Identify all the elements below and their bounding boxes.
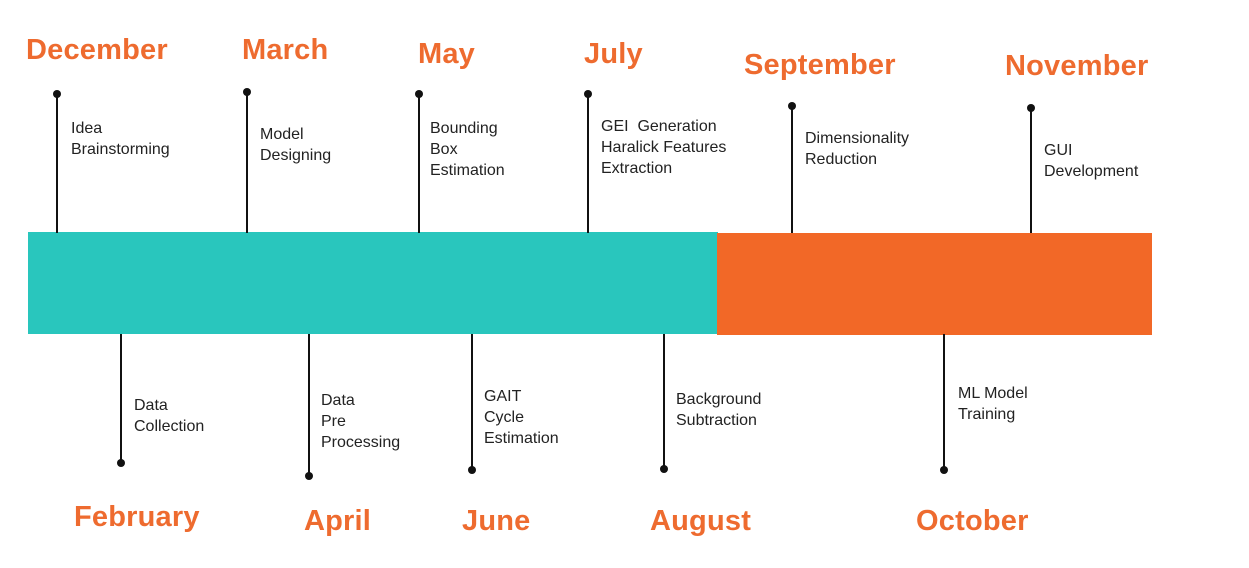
milestone-stem-august [663,334,665,469]
month-label-june: June [462,505,531,537]
milestone-dot-july [584,90,592,98]
milestone-description-august: Background Subtraction [676,389,761,431]
milestone-description-february: Data Collection [134,395,204,437]
milestone-dot-june [468,466,476,474]
milestone-stem-october [943,334,945,470]
milestone-description-september: Dimensionality Reduction [805,128,909,170]
description-line: GAIT [484,388,522,405]
month-label-november: November [1005,50,1149,82]
timeline-bar-remaining [717,233,1152,335]
milestone-description-december: Idea Brainstorming [71,118,170,160]
milestone-stem-february [120,334,122,463]
month-label-february: February [74,501,200,533]
milestone-stem-december [56,94,58,233]
milestone-description-november: GUI Development [1044,140,1138,182]
description-line: GEI Generation [601,118,717,135]
milestone-dot-december [53,90,61,98]
month-label-october: October [916,505,1029,537]
milestone-dot-may [415,90,423,98]
description-line: Model [260,126,304,143]
description-line: ML Model [958,385,1028,402]
milestone-stem-june [471,334,473,470]
description-line: Background [676,391,762,408]
milestone-stem-july [587,94,589,233]
milestone-description-june: GAIT Cycle Estimation [484,386,559,449]
milestone-description-april: Data Pre Processing [321,390,400,453]
milestone-stem-april [308,334,310,476]
milestone-description-october: ML Model Training [958,383,1028,425]
description-line: Idea [71,120,103,137]
description-line: Cycle [484,409,525,426]
description-line: Data [134,397,168,414]
description-line: Estimation [484,430,559,447]
month-label-april: April [304,505,372,537]
milestone-dot-march [243,88,251,96]
description-line: Brainstorming [71,141,170,158]
month-label-march: March [242,34,329,66]
month-label-may: May [418,38,476,70]
description-line: Designing [260,147,332,164]
month-label-december: December [26,34,168,66]
description-line: Bounding [430,120,498,137]
milestone-description-march: Model Designing [260,124,331,166]
description-line: Extraction [601,160,673,177]
description-line: GUI [1044,142,1073,159]
milestone-stem-november [1030,108,1032,233]
milestone-description-may: Bounding Box Estimation [430,118,505,181]
month-label-september: September [744,49,896,81]
timeline-bar-completed [28,232,718,334]
description-line: Haralick Features [601,139,727,156]
month-label-august: August [650,505,752,537]
milestone-stem-march [246,92,248,233]
description-line: Estimation [430,162,505,179]
description-line: Reduction [805,151,878,168]
milestone-dot-november [1027,104,1035,112]
description-line: Pre [321,413,346,430]
milestone-stem-september [791,106,793,233]
description-line: Collection [134,418,205,435]
description-line: Processing [321,434,401,451]
description-line: Box [430,141,458,158]
milestone-dot-february [117,459,125,467]
description-line: Data [321,392,355,409]
month-label-july: July [584,38,643,70]
description-line: Development [1044,163,1139,180]
milestone-dot-august [660,465,668,473]
milestone-dot-october [940,466,948,474]
milestone-stem-may [418,94,420,233]
milestone-description-july: GEI Generation Haralick Features Extractio… [601,116,726,179]
description-line: Training [958,406,1016,423]
description-line: Dimensionality [805,130,910,147]
milestone-dot-september [788,102,796,110]
milestone-dot-april [305,472,313,480]
description-line: Subtraction [676,412,757,429]
